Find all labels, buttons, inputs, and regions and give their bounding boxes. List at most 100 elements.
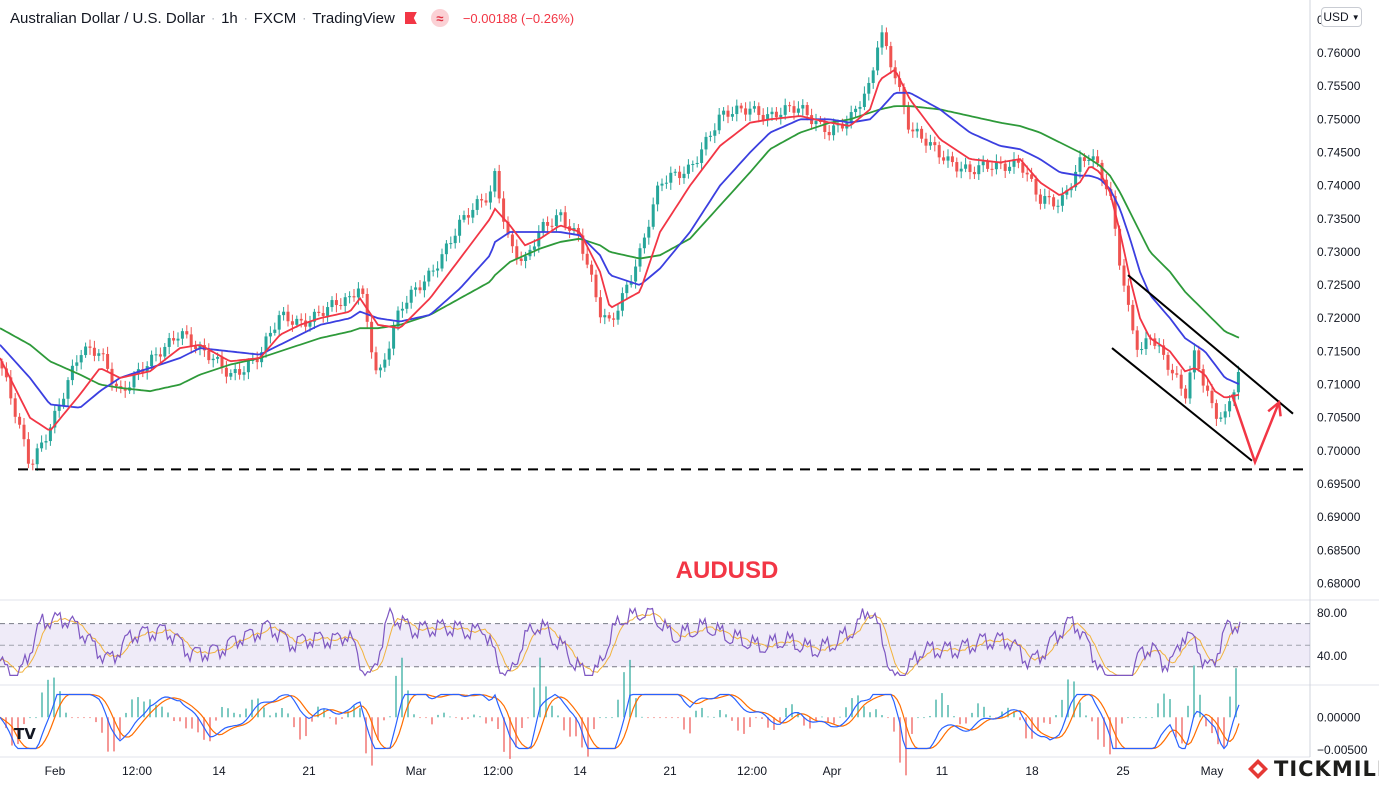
y-tick-label-6: 0.71000 <box>1317 378 1361 392</box>
macd-histogram-bar <box>1091 717 1093 722</box>
candle-body <box>510 234 514 247</box>
candle-body <box>1016 159 1020 163</box>
candle-body <box>1056 205 1060 207</box>
macd-histogram-bar <box>245 708 247 718</box>
macd-histogram-bar <box>35 717 37 719</box>
macd-histogram-bar <box>647 717 649 719</box>
candle-body <box>185 331 189 335</box>
macd-histogram-bar <box>917 717 919 719</box>
macd-histogram-bar <box>269 715 271 718</box>
candle-body <box>1223 411 1227 418</box>
candle-body <box>172 338 176 341</box>
candle-body <box>964 164 968 169</box>
candle-body <box>502 198 506 222</box>
macd-histogram-bar <box>1175 717 1177 738</box>
x-tick-label-2: 14 <box>212 764 226 778</box>
macd-histogram-bar <box>107 717 109 752</box>
macd-histogram-bar <box>491 717 493 722</box>
macd-histogram-bar <box>947 705 949 718</box>
candle-body <box>1170 369 1174 374</box>
macd-histogram-bar <box>863 706 865 718</box>
x-tick-label-13: May <box>1201 764 1224 778</box>
candle-body <box>176 338 180 341</box>
candle-body <box>194 346 198 350</box>
candle-body <box>35 448 39 465</box>
currency-button[interactable]: USD ▼ <box>1321 7 1362 27</box>
candle-body <box>238 369 242 375</box>
macd-histogram-bar <box>743 717 745 734</box>
x-tick-label-1: 12:00 <box>122 764 152 778</box>
candle-body <box>581 235 585 254</box>
macd-histogram-bar <box>185 717 187 729</box>
candle-body <box>436 268 440 271</box>
macd-histogram-bar <box>443 712 445 718</box>
macd-histogram-bar <box>41 692 43 718</box>
macd-histogram-bar <box>869 712 871 718</box>
ma-green-line <box>0 105 1240 393</box>
interval[interactable]: 1h <box>221 9 238 27</box>
candle-body <box>18 416 22 425</box>
macd-histogram-bar <box>521 717 523 729</box>
macd-histogram-bar <box>671 717 673 719</box>
macd-histogram-bar <box>335 717 337 725</box>
macd-histogram-bar <box>149 699 151 718</box>
macd-histogram-bar <box>119 717 121 740</box>
macd-histogram-bar <box>659 717 661 719</box>
candle-body <box>229 373 233 377</box>
macd-line <box>0 693 1240 750</box>
candle-body <box>97 353 101 356</box>
candle-body <box>642 237 646 249</box>
macd-histogram-bar <box>305 717 307 737</box>
candle-body <box>1162 345 1166 355</box>
y-tick-label-0: 0.68000 <box>1317 576 1361 590</box>
candle-body <box>1122 265 1126 286</box>
macd-histogram-bar <box>161 706 163 718</box>
macd-histogram-bar <box>905 717 907 776</box>
candle-body <box>13 398 17 417</box>
rsi-line <box>0 606 1241 677</box>
candle-body <box>871 70 875 83</box>
y-tick-label-8: 0.72000 <box>1317 311 1361 325</box>
y-tick-label-10: 0.73000 <box>1317 245 1361 259</box>
candle-body <box>722 110 726 115</box>
candle-body <box>1197 350 1201 370</box>
macd-histogram-bar <box>833 717 835 724</box>
candle-body <box>348 296 352 298</box>
candle-body <box>1047 196 1051 198</box>
x-tick-label-12: 25 <box>1116 764 1130 778</box>
candle-body <box>972 172 976 175</box>
macd-histogram-bar <box>359 708 361 718</box>
macd-histogram-bar <box>425 717 427 719</box>
macd-histogram-bar <box>1121 717 1123 724</box>
macd-histogram-bar <box>779 717 781 723</box>
candle-body <box>691 164 695 166</box>
macd-histogram-bar <box>959 717 961 725</box>
flag-icon[interactable] <box>404 12 417 24</box>
candle-body <box>524 256 528 262</box>
macd-histogram-bar <box>911 717 913 734</box>
symbol-name[interactable]: Australian Dollar / U.S. Dollar <box>10 9 206 27</box>
macd-histogram-bar <box>587 717 589 757</box>
candle-body <box>801 105 805 109</box>
macd-histogram-bar <box>1127 717 1129 719</box>
y-tick-label-1: 0.68500 <box>1317 543 1361 557</box>
candle-body <box>427 270 431 282</box>
candle-body <box>1188 372 1192 399</box>
macd-histogram-bar <box>1145 717 1147 719</box>
macd-histogram-bar <box>899 717 901 763</box>
candle-body <box>198 345 202 350</box>
y-tick-label-2: 0.69000 <box>1317 510 1361 524</box>
candle-body <box>31 463 35 465</box>
macd-histogram-bar <box>299 717 301 740</box>
candle-body <box>704 136 708 150</box>
macd-histogram-bar <box>197 717 199 733</box>
wave-icon[interactable]: ≈ <box>430 9 449 27</box>
candle-body <box>216 357 220 359</box>
macd-histogram-bar <box>599 717 601 719</box>
candle-body <box>1043 196 1047 204</box>
candle-body <box>123 388 127 391</box>
macd-histogram-bar <box>1037 717 1039 731</box>
macd-histogram-bar <box>641 716 643 718</box>
candle-body <box>994 161 998 170</box>
macd-histogram-bar <box>179 717 181 722</box>
